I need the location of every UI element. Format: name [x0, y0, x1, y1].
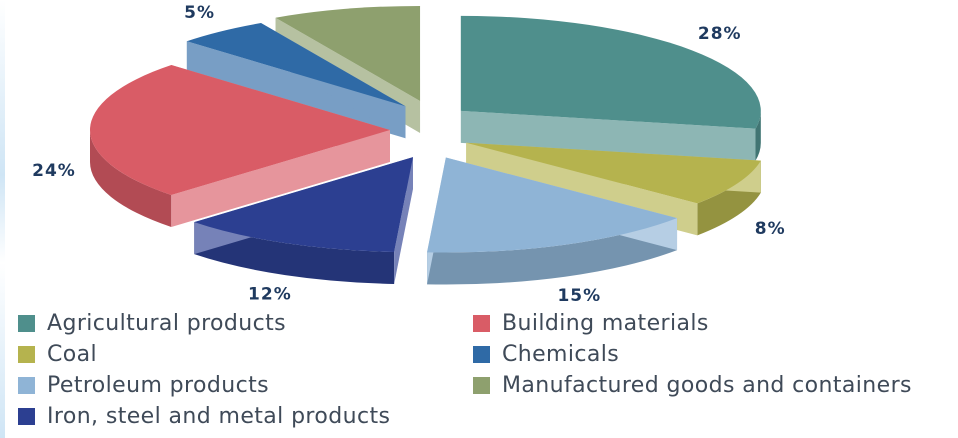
- legend-item-building-materials: Building materials: [473, 307, 709, 339]
- data-label-building-materials: 24%: [32, 161, 76, 181]
- legend-label: Manufactured goods and containers: [502, 372, 912, 398]
- slice-top: [466, 142, 761, 204]
- slice-top: [186, 23, 406, 107]
- legend-swatch: [473, 314, 490, 332]
- legend-label: Chemicals: [502, 341, 620, 367]
- legend-swatch: [473, 376, 490, 394]
- legend-item-agricultural-products: Agricultural products: [18, 307, 286, 339]
- slice-building-materials: [89, 64, 390, 228]
- slice-chemicals: [186, 23, 406, 139]
- slice-iron-steel-and-metal-products: [194, 157, 413, 284]
- legend-swatch: [473, 345, 490, 363]
- slice-rim: [90, 130, 172, 228]
- legend-label: Coal: [47, 341, 98, 367]
- legend-item-petroleum-products: Petroleum products: [18, 369, 269, 401]
- legend-label: Building materials: [502, 310, 709, 336]
- data-label-coal: 8%: [755, 219, 786, 239]
- legend-label: Petroleum products: [47, 372, 269, 398]
- legend-item-coal: Coal: [18, 338, 97, 370]
- data-label-petroleum-products: 15%: [557, 286, 601, 305]
- slice-agricultural-products: [460, 15, 761, 161]
- legend-swatch: [18, 345, 35, 363]
- slice-top: [427, 157, 678, 253]
- legend-swatch: [18, 376, 35, 394]
- legend-swatch: [18, 314, 35, 332]
- data-label-chemicals: 5%: [184, 3, 215, 23]
- slice-petroleum-products: [427, 157, 678, 285]
- data-label-iron-steel-and-metal-products: 12%: [248, 284, 292, 304]
- legend-swatch: [18, 407, 35, 425]
- slice-top: [89, 64, 390, 196]
- legend-item-manufactured-goods-and-containers: Manufactured goods and containers: [473, 369, 912, 401]
- legend: Agricultural products Coal Petroleum produ…: [18, 307, 958, 438]
- slice-rim: [427, 218, 678, 285]
- slice-side: [460, 110, 756, 161]
- slice-top: [194, 157, 413, 252]
- slice-side: [171, 130, 390, 228]
- slice-side: [186, 41, 406, 139]
- legend-label: Agricultural products: [47, 310, 287, 336]
- slice-top: [275, 5, 421, 101]
- legend-item-chemicals: Chemicals: [473, 338, 619, 370]
- pie-chart: 28%8%15%12%24%5%8%: [32, 3, 786, 305]
- left-edge-accent: [0, 0, 5, 438]
- legend-label: Iron, steel and metal products: [47, 403, 391, 429]
- slice-coal: [466, 142, 761, 236]
- slice-rim: [755, 110, 761, 161]
- data-label-agricultural-products: 28%: [698, 24, 742, 44]
- slice-top: [460, 15, 761, 129]
- legend-item-iron-steel-and-metal-products: Iron, steel and metal products: [18, 400, 390, 432]
